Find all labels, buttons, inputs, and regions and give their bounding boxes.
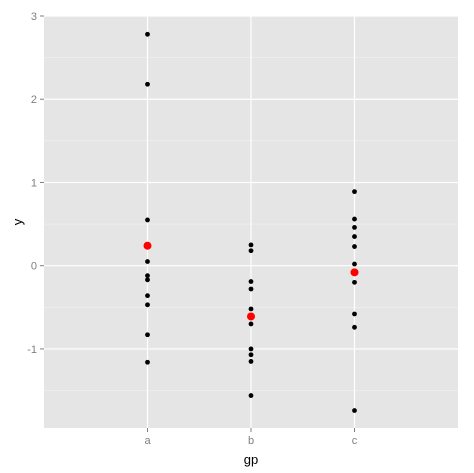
x-axis-title: gp (244, 452, 258, 467)
y-tick-label: -1 (27, 344, 37, 356)
data-point (145, 259, 150, 264)
mean-points (143, 241, 359, 321)
data-point (248, 359, 254, 364)
x-tick-label: c (352, 435, 358, 447)
data-point (352, 279, 357, 285)
y-tick-label: 3 (31, 11, 37, 23)
data-point (145, 302, 150, 308)
mean-point (350, 268, 359, 277)
data-point (145, 273, 150, 279)
data-point (352, 408, 357, 413)
y-tick-label: 1 (31, 177, 37, 189)
data-point (145, 293, 150, 299)
data-point (352, 225, 357, 230)
data-point (352, 311, 357, 317)
data-point (145, 277, 150, 283)
x-tick-label: a (144, 435, 151, 447)
data-point (352, 324, 357, 330)
mean-point (143, 241, 152, 250)
mean-point (247, 312, 255, 321)
data-point (145, 31, 150, 37)
data-point (248, 286, 254, 292)
data-point (352, 189, 357, 195)
data-points (145, 31, 357, 413)
data-point (248, 346, 254, 352)
data-point (145, 359, 150, 365)
data-point (248, 242, 254, 248)
data-point (248, 306, 254, 312)
data-point (145, 81, 150, 87)
y-axis-title: y (10, 218, 25, 225)
x-tick-label: b (248, 435, 254, 447)
data-point (248, 321, 254, 327)
data-point (248, 393, 254, 398)
data-point (352, 261, 357, 267)
y-axis-ticks: -1 0 1 2 3 (27, 11, 44, 356)
data-point (352, 234, 357, 239)
data-point (248, 248, 254, 254)
data-point (352, 244, 357, 249)
data-point (145, 217, 150, 223)
y-tick-label: 2 (31, 94, 37, 106)
x-axis-ticks: a b c (144, 428, 358, 447)
data-point (248, 352, 254, 358)
y-tick-label: 0 (31, 261, 37, 273)
data-point (145, 332, 150, 338)
data-point (352, 216, 357, 222)
data-point (248, 279, 254, 284)
